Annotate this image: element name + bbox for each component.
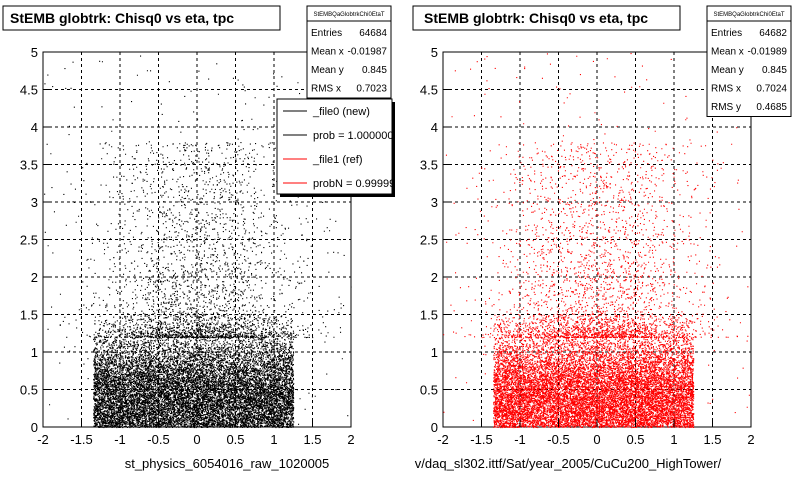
y-tick-label: 0 (431, 420, 438, 435)
plot-title-box: StEMB globtrk: Chisq0 vs eta, tpc (412, 5, 681, 31)
stats-name: StEMBQaGlobtrkChi0EtaT (713, 12, 784, 18)
stats-label: RMS y (711, 102, 741, 113)
x-tick-label: 0.5 (626, 432, 644, 447)
y-tick-label: 5 (431, 45, 438, 60)
y-tick-label: 2.5 (20, 233, 38, 248)
scatter-density (44, 53, 352, 429)
plot-title: StEMB globtrk: Chisq0 vs eta, tpc (424, 10, 648, 26)
y-tick-label: 5 (31, 45, 38, 60)
x-tick-label: -0.5 (547, 432, 569, 447)
scatter-points (443, 53, 750, 429)
x-tick-label: 1 (670, 432, 677, 447)
stats-label: Mean y (311, 65, 344, 76)
stats-value: 0.7023 (356, 84, 387, 95)
y-tick-label: 0.5 (420, 383, 438, 398)
x-tick-label: 0 (193, 432, 200, 447)
stats-value: 0.4685 (756, 102, 787, 113)
stats-label: Mean y (711, 65, 744, 76)
y-tick-label: 1 (31, 345, 38, 360)
legend-label: prob = 1.000000 (313, 130, 393, 142)
stats-value: -0.01987 (348, 47, 388, 58)
y-tick-label: 4.5 (20, 83, 38, 98)
stats-value: 0.7024 (756, 84, 787, 95)
y-tick-label: 2.5 (420, 233, 438, 248)
y-tick-label: 0.5 (20, 383, 38, 398)
x-tick-label: 1.5 (703, 432, 721, 447)
legend-label: probN = 0.999999 (313, 178, 401, 190)
stats-label: RMS x (311, 84, 341, 95)
x-tick-label: 1.5 (303, 432, 321, 447)
y-tick-label: 3 (31, 195, 38, 210)
stats-label: RMS x (711, 84, 741, 95)
stats-value: 0.845 (362, 65, 387, 76)
y-tick-label: 2 (431, 270, 438, 285)
y-tick-label: 3 (431, 195, 438, 210)
y-tick-label: 4 (31, 120, 38, 135)
left-plot-panel: -2 -1.5 -1 -0.5 0 0.5 1 1.5 2 0 0.5 1 1.5 2 2.5 3 3.5 4 4.… (2, 5, 401, 471)
x-tick-label: 0 (593, 432, 600, 447)
x-tick-label: -1 (514, 432, 526, 447)
y-tick-label: 4.5 (420, 83, 438, 98)
stats-label: Entries (711, 28, 742, 39)
y-tick-label: 4 (431, 120, 438, 135)
scatter-points (44, 53, 352, 429)
x-tick-label: -2 (437, 432, 449, 447)
stats-label: Mean x (311, 47, 344, 58)
y-tick-label: 1.5 (20, 308, 38, 323)
legend-box: _file0 (new) prob = 1.000000 _file1 (ref) p… (276, 98, 401, 197)
x-tick-label: -2 (37, 432, 49, 447)
legend-label: _file1 (ref) (312, 154, 363, 166)
y-tick-label: 3.5 (420, 158, 438, 173)
axis-ticks: -2 -1.5 -1 -0.5 0 0.5 1 1.5 2 0 0.5 1 1.5 2 2.5 3 3.5 4 4.… (420, 45, 755, 447)
stats-value: 0.845 (762, 65, 787, 76)
stats-frame (706, 5, 792, 117)
y-tick-label: 0 (31, 420, 38, 435)
plot-title: StEMB globtrk: Chisq0 vs eta, tpc (10, 10, 234, 26)
y-tick-label: 1 (431, 345, 438, 360)
x-tick-label: 0.5 (226, 432, 244, 447)
axis-ticks: -2 -1.5 -1 -0.5 0 0.5 1 1.5 2 0 0.5 1 1.5 2 2.5 3 3.5 4 4.… (20, 45, 355, 447)
stats-box: StEMBQaGlobtrkChi0EtaT Entries 64684 Mean x… (306, 5, 392, 99)
plot-title-box: StEMB globtrk: Chisq0 vs eta, tpc (2, 5, 281, 31)
legend-label: _file0 (new) (312, 106, 370, 118)
scatter-density (443, 53, 750, 429)
stats-value: 64682 (759, 28, 787, 39)
y-tick-label: 1.5 (420, 308, 438, 323)
x-tick-label: 1 (270, 432, 277, 447)
stats-box: StEMBQaGlobtrkChi0EtaT Entries 64682 Mean x… (706, 5, 792, 117)
stats-value: 64684 (359, 28, 387, 39)
x-tick-label: 2 (747, 432, 754, 447)
x-tick-label: -0.5 (147, 432, 169, 447)
y-tick-label: 3.5 (20, 158, 38, 173)
x-tick-label: -1 (114, 432, 126, 447)
stats-label: Entries (311, 28, 342, 39)
stats-name: StEMBQaGlobtrkChi0EtaT (313, 12, 384, 18)
x-tick-label: -1.5 (470, 432, 492, 447)
x-axis-label: v/daq_sl302.ittf/Sat/year_2005/CuCu200_H… (415, 456, 722, 471)
x-tick-label: -1.5 (70, 432, 92, 447)
stats-value: -0.01989 (748, 47, 788, 58)
y-tick-label: 2 (31, 270, 38, 285)
legend-frame (276, 98, 393, 195)
x-axis-label: st_physics_6054016_raw_1020005 (125, 456, 330, 471)
stats-label: Mean x (711, 47, 744, 58)
x-tick-label: 2 (347, 432, 354, 447)
right-plot-panel: -2 -1.5 -1 -0.5 0 0.5 1 1.5 2 0 0.5 1 1.5 2 2.5 3 3.5 4 4.… (412, 5, 792, 471)
